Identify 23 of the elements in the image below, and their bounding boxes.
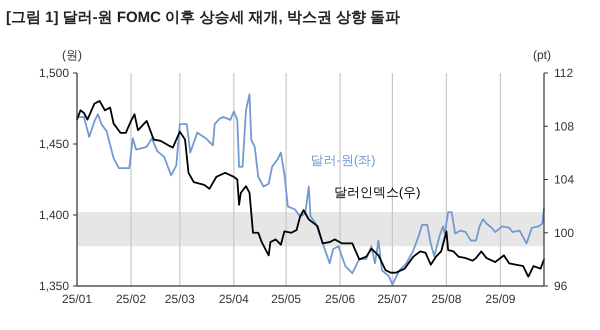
text: 달러인덱스(우) <box>334 184 421 200</box>
y2-tick-label: 100 <box>554 226 574 240</box>
x-tick-label: 25/08 <box>431 292 462 306</box>
chart-title: [그림 1] 달러-원 FOMC 이후 상승세 재개, 박스권 상향 돌파 <box>6 9 400 26</box>
y2-tick-label: 104 <box>554 172 574 186</box>
y-tick-label: 1,450 <box>38 137 70 151</box>
series-label: 달러-원(좌) <box>310 152 376 168</box>
x-tick-label: 25/09 <box>485 292 516 306</box>
x-tick-label: 25/04 <box>218 292 250 306</box>
y2-tick-label: 108 <box>554 119 574 134</box>
y-tick-label: 1,350 <box>38 279 70 293</box>
x-tick-label: 25/07 <box>377 292 408 306</box>
y2-tick-label: 96 <box>554 279 568 293</box>
y2-tick-label: 112 <box>554 66 574 80</box>
x-tick-label: 25/05 <box>271 292 302 306</box>
x-tick-label: 25/03 <box>164 292 196 306</box>
x-tick-label: 25/02 <box>116 292 146 306</box>
x-tick-label: 25/06 <box>325 292 356 306</box>
y-tick-label: 1,400 <box>38 208 70 222</box>
x-tick-label: 25/01 <box>62 292 92 306</box>
y-tick-label: 1,500 <box>38 66 70 80</box>
y2-axis-title: (pt) <box>533 48 552 62</box>
y-axis-title: (원) <box>62 48 82 62</box>
